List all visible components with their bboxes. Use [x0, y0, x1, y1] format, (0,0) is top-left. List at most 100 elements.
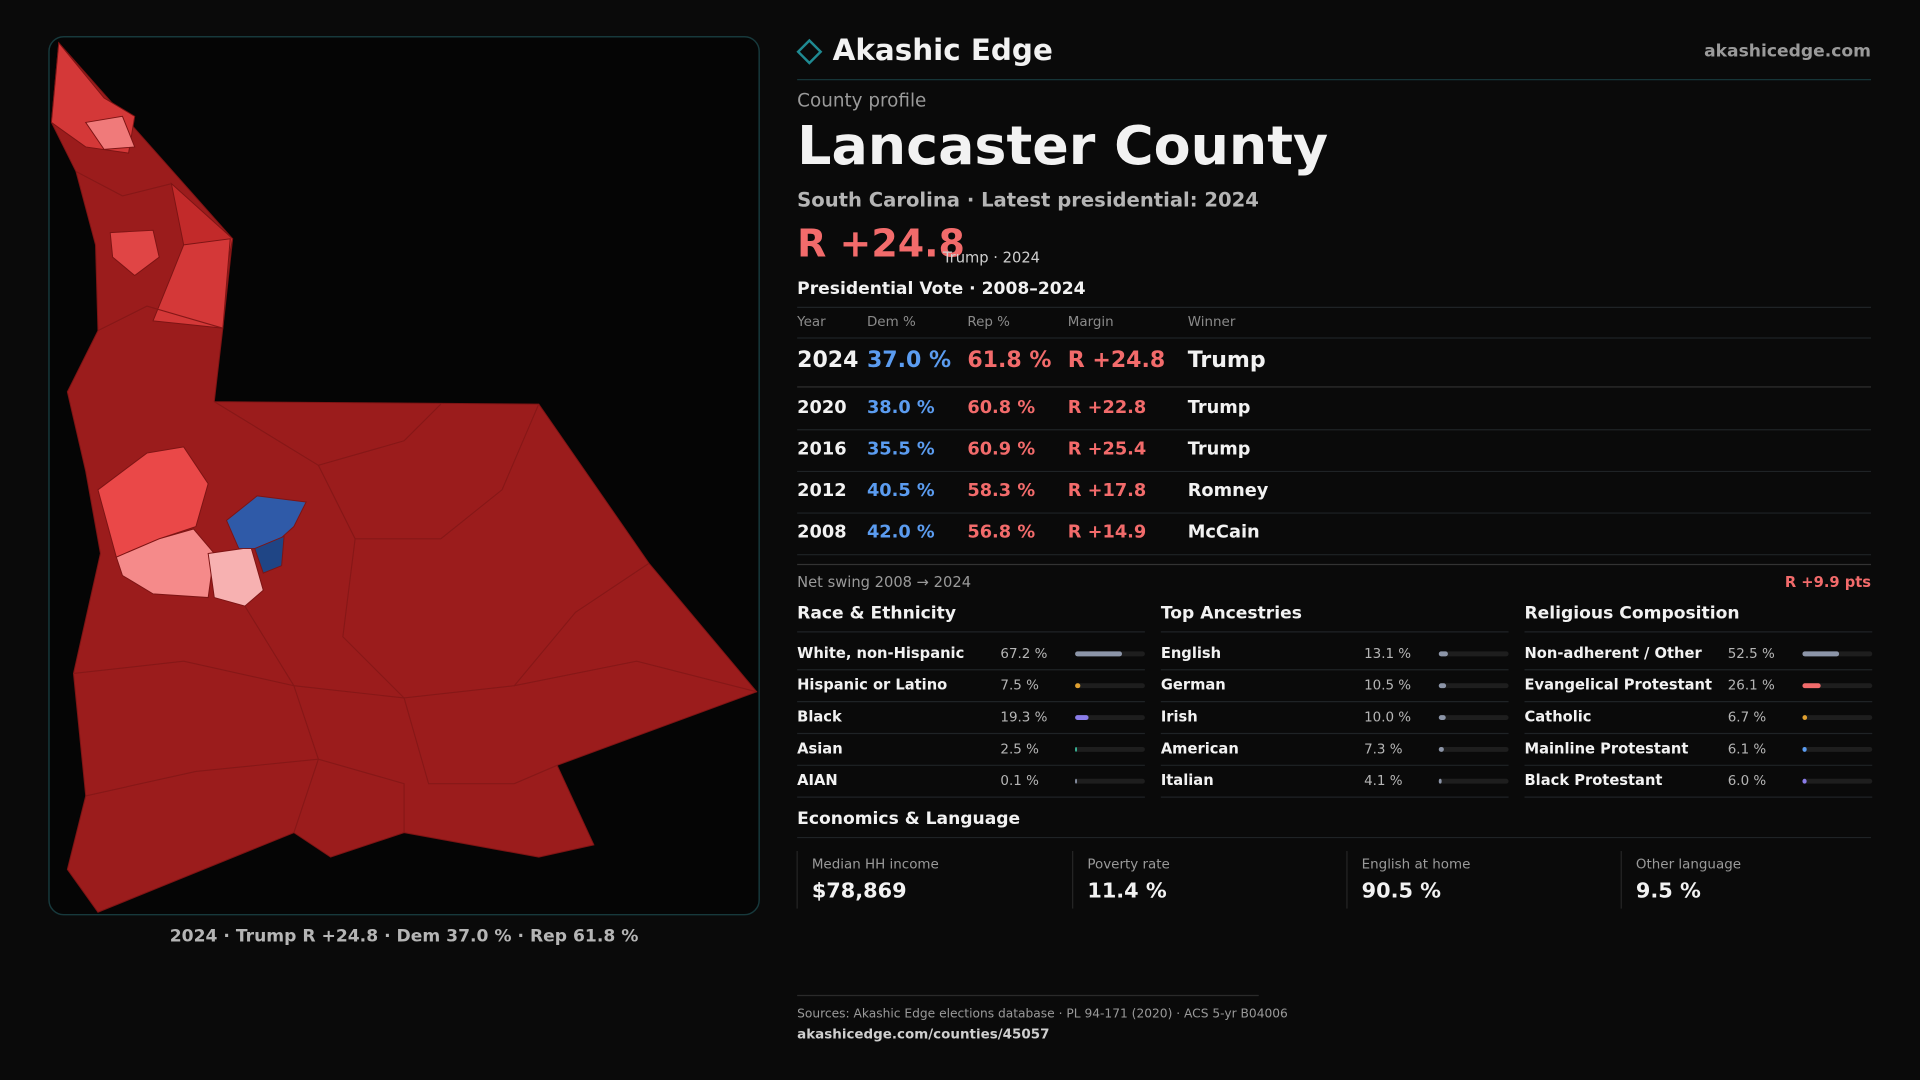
section-title: Top Ancestries: [1161, 603, 1302, 623]
precinct-borders: [73, 170, 757, 833]
table-cell: R +14.9: [1068, 523, 1147, 543]
table-title: Presidential Vote · 2008–2024: [797, 279, 1085, 299]
row-value: 6.1 %: [1728, 742, 1767, 757]
bar: [1802, 746, 1807, 752]
table-cell: Trump: [1188, 439, 1251, 459]
bar: [1438, 715, 1446, 720]
row-value: 52.5 %: [1728, 647, 1775, 662]
table-cell: 58.3 %: [967, 481, 1035, 501]
row-label: Asian: [797, 740, 843, 757]
column-header: Margin: [1068, 315, 1114, 330]
bar: [1802, 778, 1807, 784]
margin-note: Trump · 2024: [942, 249, 1040, 266]
row-value: 10.0 %: [1364, 711, 1411, 726]
stat-label: Median HH income: [812, 857, 939, 872]
bar-track: [1075, 683, 1145, 689]
table-cell: 60.8 %: [967, 398, 1035, 418]
row-value: 7.5 %: [1000, 679, 1039, 694]
table-cell: 2016: [797, 439, 846, 459]
row-value: 6.0 %: [1728, 774, 1767, 789]
precinct: [254, 535, 285, 574]
brand-logo: [796, 38, 823, 65]
column-header: Year: [796, 315, 826, 330]
swing-value: R +9.9 pts: [1785, 574, 1871, 591]
bar-track: [1438, 683, 1509, 689]
table-cell: 40.5 %: [867, 481, 935, 501]
section-title: Race & Ethnicity: [797, 603, 956, 623]
table-cell: 60.9 %: [967, 439, 1035, 459]
site-link[interactable]: akashicedge.com: [1704, 41, 1871, 61]
bar-track: [1075, 778, 1145, 784]
economics: Median HH income $78,869 Poverty rate 11.4 …: [796, 851, 1741, 909]
row-label: Non-adherent / Other: [1524, 645, 1702, 662]
county-title: Lancaster County: [797, 114, 1328, 177]
row-value: 4.1 %: [1364, 774, 1403, 789]
row-value: 2.5 %: [1000, 742, 1039, 757]
table-cell: 35.5 %: [867, 439, 935, 459]
table-cell: Romney: [1188, 481, 1269, 501]
column-header: Winner: [1188, 315, 1236, 330]
bar: [1075, 683, 1081, 689]
row-label: AIAN: [797, 772, 838, 789]
bar-track: [1802, 715, 1873, 720]
table-cell: Trump: [1188, 398, 1251, 418]
sources: Sources: Akashic Edge elections database…: [797, 1006, 1288, 1020]
bar: [1075, 651, 1123, 657]
county-map: [50, 41, 758, 913]
table-cell: McCain: [1188, 523, 1260, 543]
bar-track: [1438, 715, 1509, 720]
economics-title: Economics & Language: [797, 809, 1020, 829]
row-value: 19.3 %: [1000, 711, 1047, 726]
bar: [1802, 683, 1821, 689]
bar-track: [1075, 715, 1145, 720]
table-cell: Trump: [1188, 348, 1266, 373]
stat-label: English at home: [1362, 857, 1471, 872]
table-cell: R +24.8: [1068, 348, 1165, 373]
stat-label: Other language: [1636, 857, 1741, 872]
bar-track: [1438, 778, 1509, 784]
row-label: Italian: [1161, 772, 1214, 789]
demographics: Race & Ethnicity White, non-Hispanic 67.2 …: [797, 603, 1873, 798]
bar-track: [1075, 746, 1145, 752]
row-label: Black: [797, 709, 843, 726]
headline-margin: R +24.8: [797, 222, 965, 266]
table-cell: 42.0 %: [867, 523, 935, 543]
vote-table: Year Dem % Rep % Margin Winner 2024 37.0 % 61.8…: [796, 306, 1872, 566]
row-value: 0.1 %: [1000, 774, 1039, 789]
row-value: 26.1 %: [1728, 679, 1775, 694]
bar: [1802, 651, 1840, 657]
row-label: Hispanic or Latino: [797, 677, 947, 694]
row-label: White, non-Hispanic: [797, 645, 964, 662]
table-cell: 2024: [797, 348, 858, 373]
row-label: Mainline Protestant: [1524, 740, 1688, 757]
row-label: English: [1161, 645, 1221, 662]
bar-track: [1438, 746, 1509, 752]
precinct: [225, 495, 307, 550]
table-cell: 37.0 %: [867, 348, 951, 373]
row-label: Catholic: [1524, 709, 1591, 726]
row-value: 67.2 %: [1000, 647, 1047, 662]
row-value: 10.5 %: [1364, 679, 1411, 694]
stat-value: 9.5 %: [1636, 878, 1701, 902]
row-label: American: [1161, 740, 1239, 757]
table-cell: R +22.8: [1068, 398, 1147, 418]
row-label: Black Protestant: [1524, 772, 1662, 789]
precinct: [84, 115, 136, 150]
table-cell: 2008: [797, 523, 846, 543]
bar: [1075, 778, 1077, 784]
table-cell: 2020: [797, 398, 846, 418]
bar-track: [1802, 746, 1873, 752]
brand-name: Akashic Edge: [833, 33, 1053, 67]
footer-url[interactable]: akashicedge.com/counties/45057: [797, 1028, 1049, 1043]
table-cell: 2012: [797, 481, 846, 501]
stat-label: Poverty rate: [1087, 857, 1169, 872]
map-caption: 2024 · Trump R +24.8 · Dem 37.0 % · Rep …: [170, 927, 639, 947]
stat-value: $78,869: [812, 878, 907, 902]
bar: [1075, 715, 1089, 720]
table-cell: R +25.4: [1068, 439, 1147, 459]
table-cell: 38.0 %: [867, 398, 935, 418]
row-value: 13.1 %: [1364, 647, 1411, 662]
bar: [1075, 746, 1077, 752]
